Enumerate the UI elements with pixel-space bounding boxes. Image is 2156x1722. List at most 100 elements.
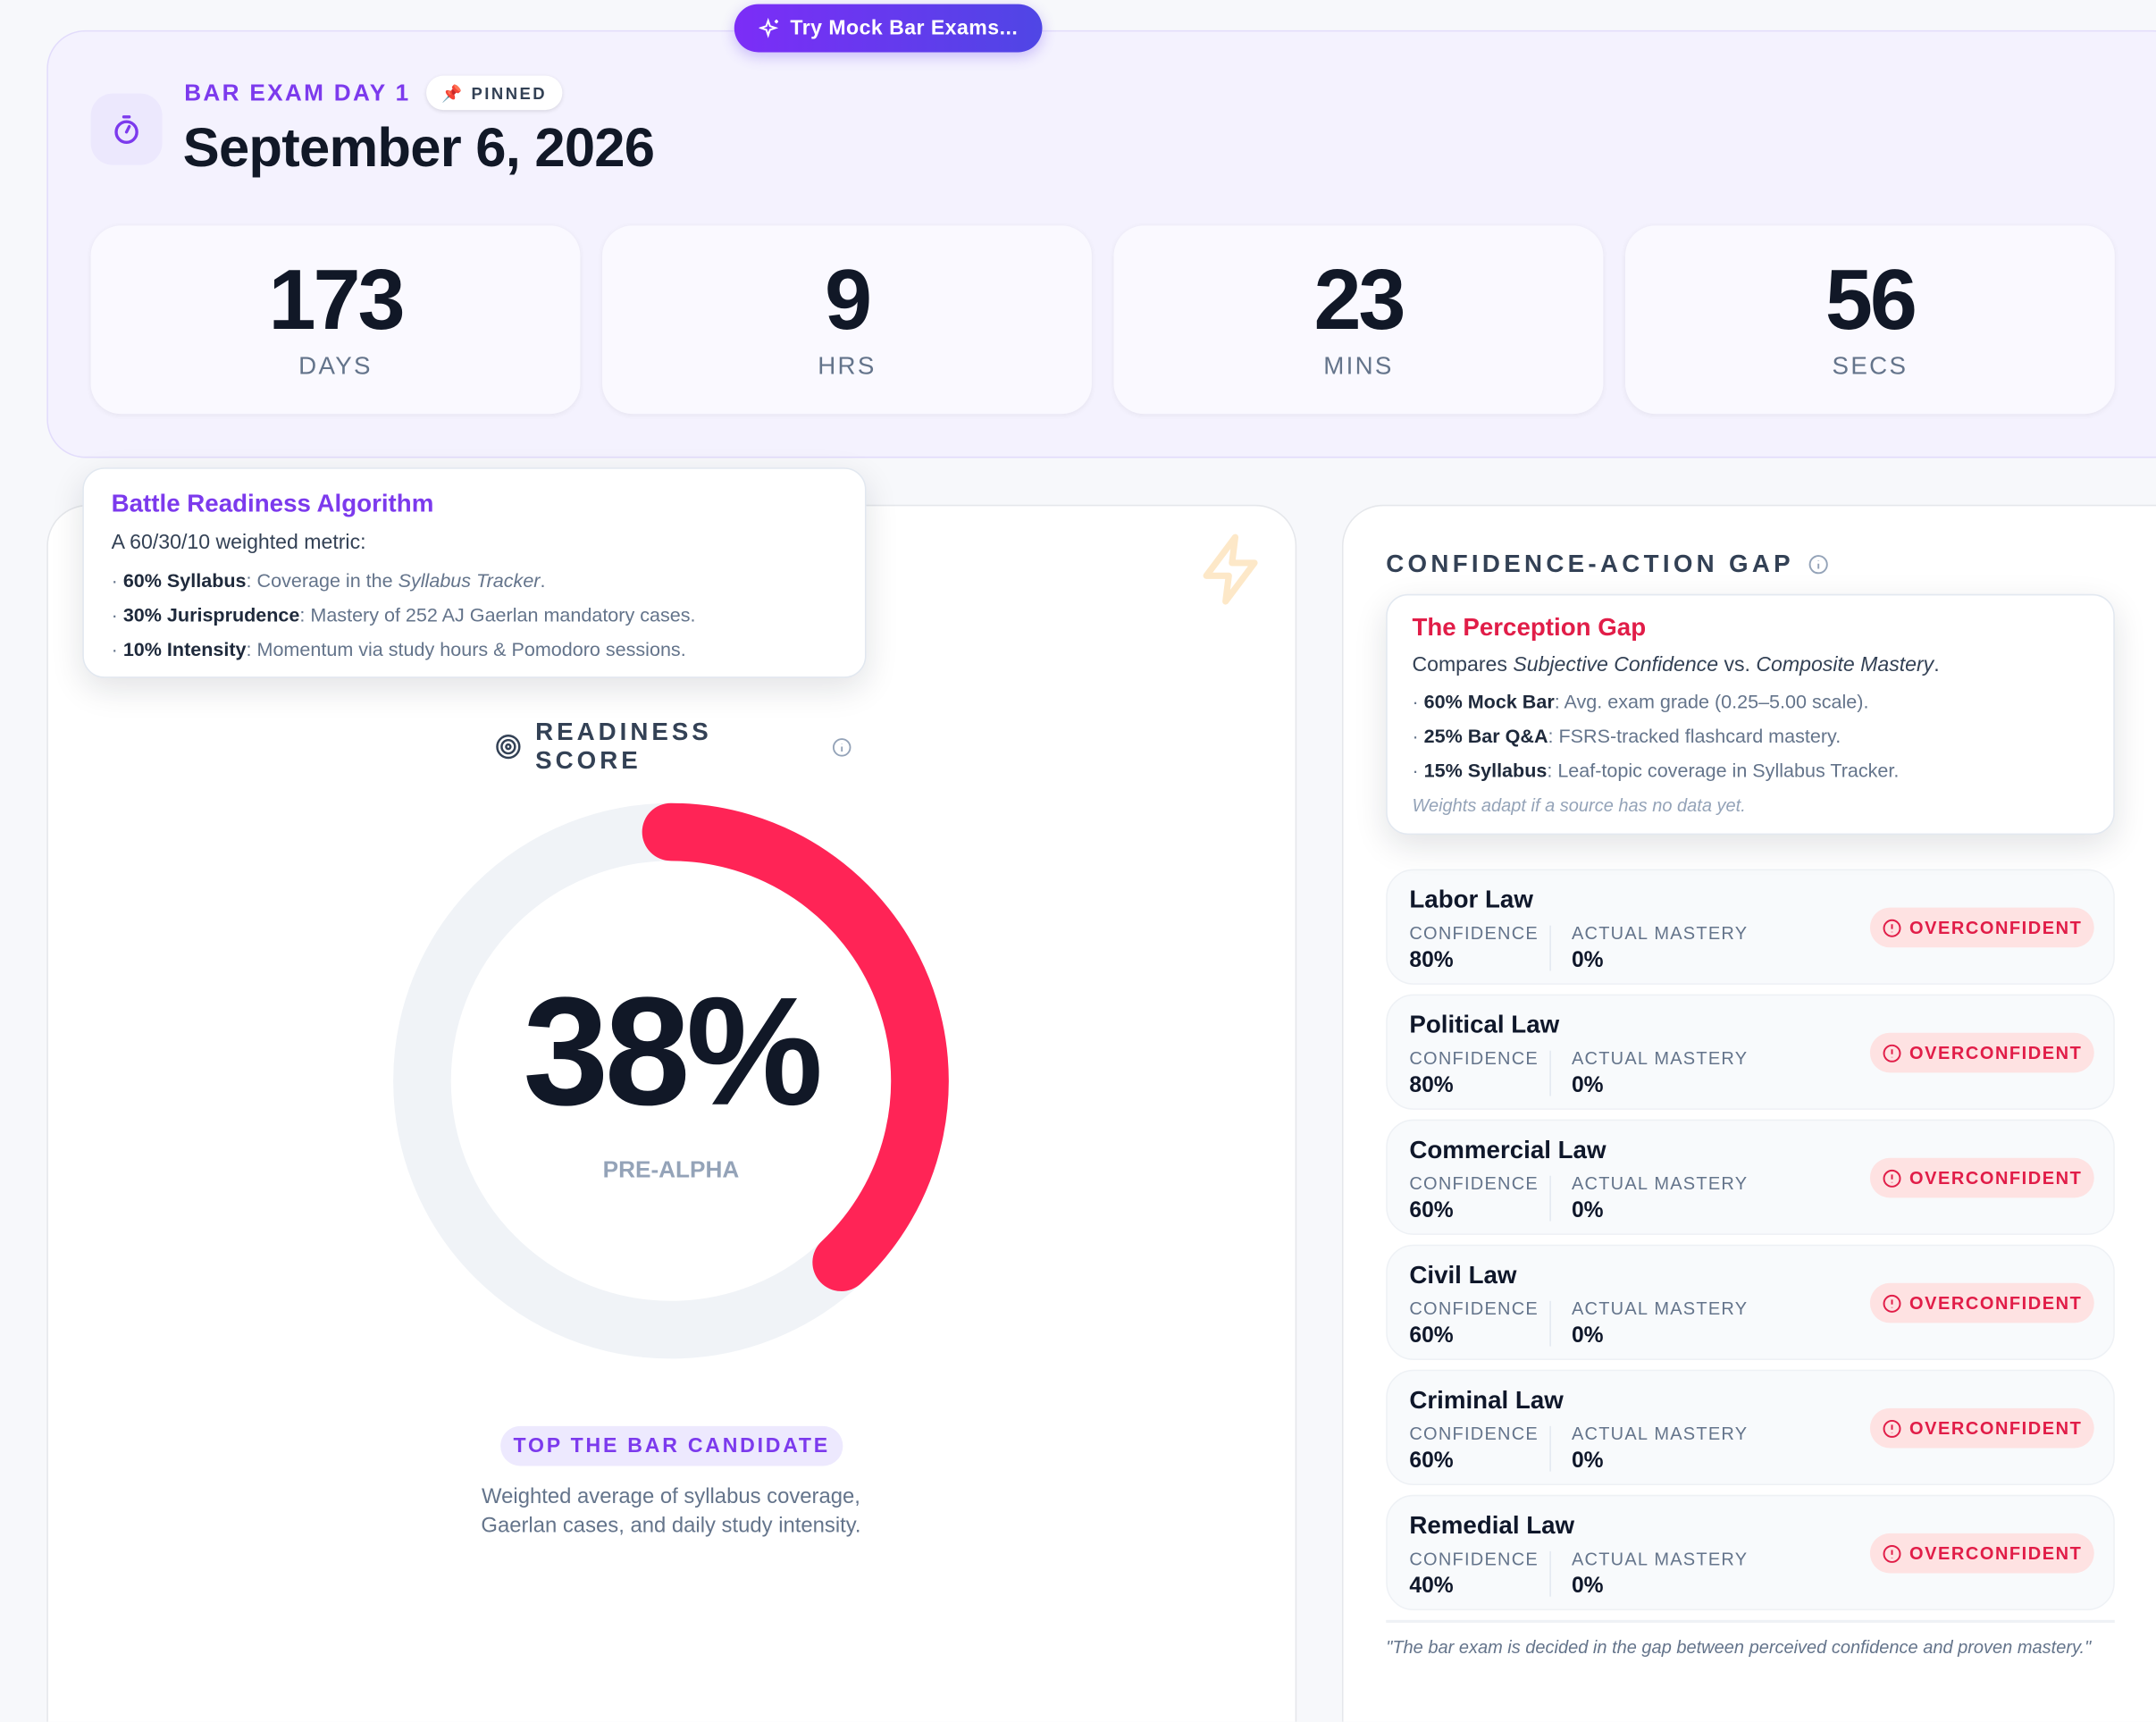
status-text: OVERCONFIDENT xyxy=(1909,1042,2083,1063)
countdown-days: 173 DAYS xyxy=(90,225,581,415)
gap-row[interactable]: Remedial Law CONFIDENCE 40% ACTUAL MASTE… xyxy=(1386,1494,2115,1611)
mastery-label: ACTUAL MASTERY xyxy=(1571,1047,1749,1069)
status-badge: OVERCONFIDENT xyxy=(1869,1157,2094,1198)
battle-readiness-tooltip: Battle Readiness Algorithm A 60/30/10 we… xyxy=(82,467,867,678)
tooltip-item: · 60% Syllabus: Coverage in the Syllabus… xyxy=(111,569,546,592)
mastery-value: 0% xyxy=(1571,1449,1604,1474)
mastery-label: ACTUAL MASTERY xyxy=(1571,1423,1749,1444)
countdown-hours: 9 HRS xyxy=(602,225,1092,415)
alert-icon xyxy=(1883,1044,1900,1062)
readiness-description: Weighted average of syllabus coverage, G… xyxy=(481,1485,861,1538)
status-badge: OVERCONFIDENT xyxy=(1869,907,2094,948)
hours-label: HRS xyxy=(818,351,877,380)
status-badge: OVERCONFIDENT xyxy=(1869,1032,2094,1073)
pin-icon: 📌 xyxy=(441,83,465,103)
mastery-label: ACTUAL MASTERY xyxy=(1571,1172,1749,1194)
subject-name: Political Law xyxy=(1409,1011,1560,1038)
mastery-label: ACTUAL MASTERY xyxy=(1571,1298,1749,1319)
tooltip-title: Battle Readiness Algorithm xyxy=(111,489,434,517)
divider xyxy=(1386,1619,2115,1623)
status-text: OVERCONFIDENT xyxy=(1909,1542,2083,1564)
gap-row[interactable]: Civil Law CONFIDENCE 60% ACTUAL MASTERY … xyxy=(1386,1244,2115,1360)
divider xyxy=(1549,1175,1551,1222)
confidence-label: CONFIDENCE xyxy=(1409,1172,1539,1194)
status-text: OVERCONFIDENT xyxy=(1909,1417,2083,1439)
alert-icon xyxy=(1883,919,1900,937)
confidence-value: 60% xyxy=(1409,1198,1454,1223)
seconds-value: 56 xyxy=(1825,253,1917,349)
divider xyxy=(1549,1300,1551,1347)
alert-icon xyxy=(1883,1294,1900,1313)
gauge-arc xyxy=(642,802,949,1291)
gap-tooltip-intro: Compares Subjective Confidence vs. Compo… xyxy=(1412,652,1940,677)
divider xyxy=(1549,1550,1551,1597)
mastery-value: 0% xyxy=(1571,1323,1604,1348)
mastery-value: 0% xyxy=(1571,1073,1604,1098)
gap-row[interactable]: Criminal Law CONFIDENCE 60% ACTUAL MASTE… xyxy=(1386,1369,2115,1486)
seconds-label: SECS xyxy=(1832,351,1909,380)
status-text: OVERCONFIDENT xyxy=(1909,1292,2083,1314)
status-badge: OVERCONFIDENT xyxy=(1869,1533,2094,1574)
status-badge: OVERCONFIDENT xyxy=(1869,1407,2094,1449)
pinned-badge[interactable]: 📌 PINNED xyxy=(426,75,563,111)
readiness-stage: PRE-ALPHA xyxy=(602,1156,740,1183)
confidence-gap-title: CONFIDENCE-ACTION GAP xyxy=(1386,550,1828,579)
subject-name: Labor Law xyxy=(1409,886,1533,913)
days-label: DAYS xyxy=(298,351,373,380)
confidence-label: CONFIDENCE xyxy=(1409,1298,1539,1319)
status-badge: OVERCONFIDENT xyxy=(1869,1282,2094,1323)
mastery-value: 0% xyxy=(1571,1575,1604,1599)
gap-title-text: CONFIDENCE-ACTION GAP xyxy=(1386,550,1794,578)
readiness-card xyxy=(46,504,1297,1722)
days-value: 173 xyxy=(268,253,405,349)
info-icon[interactable] xyxy=(1808,554,1828,575)
perception-gap-tooltip: The Perception Gap Compares Subjective C… xyxy=(1386,593,2115,836)
subject-name: Commercial Law xyxy=(1409,1136,1607,1163)
confidence-label: CONFIDENCE xyxy=(1409,1047,1539,1069)
readiness-gauge xyxy=(393,802,949,1359)
mock-button-label: Try Mock Bar Exams... xyxy=(790,16,1019,40)
mastery-value: 0% xyxy=(1571,1198,1604,1223)
divider xyxy=(1549,1050,1551,1096)
target-icon xyxy=(496,734,521,760)
gap-tooltip-title: The Perception Gap xyxy=(1412,613,1647,642)
confidence-label: CONFIDENCE xyxy=(1409,1548,1539,1569)
confidence-label: CONFIDENCE xyxy=(1409,1423,1539,1444)
gap-quote: "The bar exam is decided in the gap betw… xyxy=(1386,1636,2092,1658)
info-icon[interactable] xyxy=(833,736,852,757)
gap-tooltip-item: · 15% Syllabus: Leaf-topic coverage in S… xyxy=(1412,759,1900,782)
hours-value: 9 xyxy=(824,253,872,349)
readiness-label-text: READINESS SCORE xyxy=(535,718,712,775)
tooltip-item: · 30% Jurisprudence: Mastery of 252 AJ G… xyxy=(111,603,696,626)
candidate-badge: TOP THE BAR CANDIDATE xyxy=(500,1425,843,1466)
gap-row[interactable]: Political Law CONFIDENCE 80% ACTUAL MAST… xyxy=(1386,994,2115,1110)
gap-tooltip-footnote: Weights adapt if a source has no data ye… xyxy=(1412,794,1746,816)
mastery-value: 0% xyxy=(1571,948,1604,973)
alert-icon xyxy=(1883,1419,1900,1438)
confidence-value: 60% xyxy=(1409,1449,1454,1474)
confidence-value: 80% xyxy=(1409,948,1454,973)
gap-row[interactable]: Labor Law CONFIDENCE 80% ACTUAL MASTERY … xyxy=(1386,869,2115,985)
try-mock-bar-exams-button[interactable]: Try Mock Bar Exams... xyxy=(734,4,1043,53)
readiness-score-label: READINESS SCORE xyxy=(495,718,852,776)
tooltip-item: · 10% Intensity: Momentum via study hour… xyxy=(111,638,686,660)
subject-name: Criminal Law xyxy=(1409,1386,1564,1414)
gap-row[interactable]: Commercial Law CONFIDENCE 60% ACTUAL MAS… xyxy=(1386,1119,2115,1235)
countdown-seconds: 56 SECS xyxy=(1624,225,2115,415)
exam-label: BAR EXAM DAY 1 xyxy=(184,80,411,106)
stopwatch-icon xyxy=(90,93,163,165)
minutes-value: 23 xyxy=(1313,253,1405,349)
divider xyxy=(1549,925,1551,971)
status-text: OVERCONFIDENT xyxy=(1909,1167,2083,1189)
readiness-score-value: 38% xyxy=(523,965,823,1138)
tooltip-intro: A 60/30/10 weighted metric: xyxy=(111,531,366,555)
subject-name: Remedial Law xyxy=(1409,1511,1575,1540)
status-text: OVERCONFIDENT xyxy=(1909,917,2083,938)
confidence-label: CONFIDENCE xyxy=(1409,922,1539,944)
mastery-label: ACTUAL MASTERY xyxy=(1571,1548,1749,1569)
sparkles-icon xyxy=(759,17,778,38)
confidence-value: 80% xyxy=(1409,1073,1454,1098)
lightning-icon xyxy=(1203,533,1258,605)
countdown-minutes: 23 MINS xyxy=(1113,225,1604,415)
minutes-label: MINS xyxy=(1323,351,1394,380)
